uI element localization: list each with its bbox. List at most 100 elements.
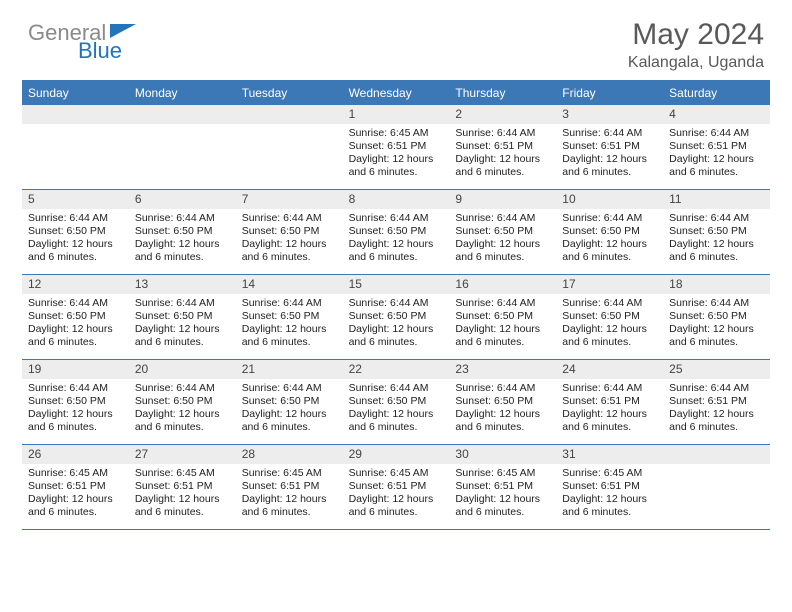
- day-content: Sunrise: 6:44 AMSunset: 6:50 PMDaylight:…: [236, 209, 343, 269]
- daylight-text: Daylight: 12 hours and 6 minutes.: [562, 153, 657, 179]
- day-number: 21: [236, 360, 343, 379]
- day-number: 11: [663, 190, 770, 209]
- sunset-text: Sunset: 6:51 PM: [242, 480, 337, 493]
- day-content: Sunrise: 6:44 AMSunset: 6:50 PMDaylight:…: [129, 294, 236, 354]
- sunset-text: Sunset: 6:51 PM: [562, 140, 657, 153]
- daylight-text: Daylight: 12 hours and 6 minutes.: [455, 323, 550, 349]
- day-content: Sunrise: 6:44 AMSunset: 6:51 PMDaylight:…: [663, 124, 770, 184]
- sunset-text: Sunset: 6:50 PM: [135, 395, 230, 408]
- day-cell-empty: [22, 105, 129, 189]
- day-number: [663, 445, 770, 464]
- day-number: 5: [22, 190, 129, 209]
- day-cell-23: 23Sunrise: 6:44 AMSunset: 6:50 PMDayligh…: [449, 360, 556, 444]
- sunrise-text: Sunrise: 6:44 AM: [562, 297, 657, 310]
- day-cell-2: 2Sunrise: 6:44 AMSunset: 6:51 PMDaylight…: [449, 105, 556, 189]
- day-number: [236, 105, 343, 124]
- day-content: Sunrise: 6:44 AMSunset: 6:50 PMDaylight:…: [343, 379, 450, 439]
- logo-icon: General Blue: [28, 18, 148, 60]
- day-cell-10: 10Sunrise: 6:44 AMSunset: 6:50 PMDayligh…: [556, 190, 663, 274]
- day-number: 8: [343, 190, 450, 209]
- day-cell-16: 16Sunrise: 6:44 AMSunset: 6:50 PMDayligh…: [449, 275, 556, 359]
- weekday-header-tuesday: Tuesday: [236, 82, 343, 105]
- daylight-text: Daylight: 12 hours and 6 minutes.: [135, 323, 230, 349]
- sunset-text: Sunset: 6:50 PM: [349, 395, 444, 408]
- sunrise-text: Sunrise: 6:45 AM: [455, 467, 550, 480]
- day-content: Sunrise: 6:44 AMSunset: 6:50 PMDaylight:…: [556, 294, 663, 354]
- day-content: Sunrise: 6:44 AMSunset: 6:50 PMDaylight:…: [449, 294, 556, 354]
- day-number: 10: [556, 190, 663, 209]
- sunset-text: Sunset: 6:50 PM: [349, 225, 444, 238]
- day-number: 4: [663, 105, 770, 124]
- day-content: Sunrise: 6:44 AMSunset: 6:51 PMDaylight:…: [663, 379, 770, 439]
- daylight-text: Daylight: 12 hours and 6 minutes.: [669, 238, 764, 264]
- sunset-text: Sunset: 6:50 PM: [349, 310, 444, 323]
- day-number: 14: [236, 275, 343, 294]
- sunset-text: Sunset: 6:50 PM: [455, 395, 550, 408]
- day-cell-29: 29Sunrise: 6:45 AMSunset: 6:51 PMDayligh…: [343, 445, 450, 529]
- day-cell-7: 7Sunrise: 6:44 AMSunset: 6:50 PMDaylight…: [236, 190, 343, 274]
- daylight-text: Daylight: 12 hours and 6 minutes.: [669, 323, 764, 349]
- day-number: 3: [556, 105, 663, 124]
- sunset-text: Sunset: 6:50 PM: [455, 310, 550, 323]
- day-cell-17: 17Sunrise: 6:44 AMSunset: 6:50 PMDayligh…: [556, 275, 663, 359]
- day-content: Sunrise: 6:44 AMSunset: 6:50 PMDaylight:…: [129, 379, 236, 439]
- day-cell-19: 19Sunrise: 6:44 AMSunset: 6:50 PMDayligh…: [22, 360, 129, 444]
- sunrise-text: Sunrise: 6:44 AM: [135, 382, 230, 395]
- day-content: Sunrise: 6:44 AMSunset: 6:50 PMDaylight:…: [129, 209, 236, 269]
- week-row: 26Sunrise: 6:45 AMSunset: 6:51 PMDayligh…: [22, 445, 770, 530]
- daylight-text: Daylight: 12 hours and 6 minutes.: [28, 493, 123, 519]
- day-cell-20: 20Sunrise: 6:44 AMSunset: 6:50 PMDayligh…: [129, 360, 236, 444]
- day-number: 9: [449, 190, 556, 209]
- sunset-text: Sunset: 6:51 PM: [455, 140, 550, 153]
- daylight-text: Daylight: 12 hours and 6 minutes.: [562, 408, 657, 434]
- daylight-text: Daylight: 12 hours and 6 minutes.: [242, 238, 337, 264]
- day-number: 20: [129, 360, 236, 379]
- day-cell-6: 6Sunrise: 6:44 AMSunset: 6:50 PMDaylight…: [129, 190, 236, 274]
- daylight-text: Daylight: 12 hours and 6 minutes.: [349, 408, 444, 434]
- day-number: 26: [22, 445, 129, 464]
- daylight-text: Daylight: 12 hours and 6 minutes.: [349, 238, 444, 264]
- day-cell-1: 1Sunrise: 6:45 AMSunset: 6:51 PMDaylight…: [343, 105, 450, 189]
- sunset-text: Sunset: 6:51 PM: [562, 395, 657, 408]
- sunrise-text: Sunrise: 6:44 AM: [242, 212, 337, 225]
- daylight-text: Daylight: 12 hours and 6 minutes.: [455, 238, 550, 264]
- daylight-text: Daylight: 12 hours and 6 minutes.: [349, 323, 444, 349]
- sunset-text: Sunset: 6:50 PM: [28, 395, 123, 408]
- day-cell-9: 9Sunrise: 6:44 AMSunset: 6:50 PMDaylight…: [449, 190, 556, 274]
- day-cell-27: 27Sunrise: 6:45 AMSunset: 6:51 PMDayligh…: [129, 445, 236, 529]
- day-number: 12: [22, 275, 129, 294]
- sunrise-text: Sunrise: 6:45 AM: [242, 467, 337, 480]
- sunrise-text: Sunrise: 6:44 AM: [562, 382, 657, 395]
- day-number: [22, 105, 129, 124]
- day-content: Sunrise: 6:44 AMSunset: 6:51 PMDaylight:…: [449, 124, 556, 184]
- day-number: 7: [236, 190, 343, 209]
- day-cell-12: 12Sunrise: 6:44 AMSunset: 6:50 PMDayligh…: [22, 275, 129, 359]
- day-cell-31: 31Sunrise: 6:45 AMSunset: 6:51 PMDayligh…: [556, 445, 663, 529]
- day-cell-30: 30Sunrise: 6:45 AMSunset: 6:51 PMDayligh…: [449, 445, 556, 529]
- day-cell-21: 21Sunrise: 6:44 AMSunset: 6:50 PMDayligh…: [236, 360, 343, 444]
- day-number: 29: [343, 445, 450, 464]
- day-number: 22: [343, 360, 450, 379]
- daylight-text: Daylight: 12 hours and 6 minutes.: [135, 238, 230, 264]
- day-content: Sunrise: 6:44 AMSunset: 6:50 PMDaylight:…: [449, 379, 556, 439]
- daylight-text: Daylight: 12 hours and 6 minutes.: [135, 493, 230, 519]
- sunset-text: Sunset: 6:51 PM: [562, 480, 657, 493]
- sunset-text: Sunset: 6:51 PM: [349, 480, 444, 493]
- location-label: Kalangala, Uganda: [628, 54, 764, 72]
- daylight-text: Daylight: 12 hours and 6 minutes.: [349, 493, 444, 519]
- week-row: 12Sunrise: 6:44 AMSunset: 6:50 PMDayligh…: [22, 275, 770, 360]
- sunrise-text: Sunrise: 6:44 AM: [28, 382, 123, 395]
- sunrise-text: Sunrise: 6:44 AM: [135, 297, 230, 310]
- day-number: 31: [556, 445, 663, 464]
- day-content: Sunrise: 6:44 AMSunset: 6:50 PMDaylight:…: [556, 209, 663, 269]
- daylight-text: Daylight: 12 hours and 6 minutes.: [455, 408, 550, 434]
- sunset-text: Sunset: 6:50 PM: [455, 225, 550, 238]
- sunrise-text: Sunrise: 6:44 AM: [349, 212, 444, 225]
- daylight-text: Daylight: 12 hours and 6 minutes.: [562, 323, 657, 349]
- sunrise-text: Sunrise: 6:44 AM: [28, 212, 123, 225]
- sunrise-text: Sunrise: 6:44 AM: [562, 127, 657, 140]
- day-content: Sunrise: 6:44 AMSunset: 6:50 PMDaylight:…: [449, 209, 556, 269]
- day-cell-11: 11Sunrise: 6:44 AMSunset: 6:50 PMDayligh…: [663, 190, 770, 274]
- sunset-text: Sunset: 6:50 PM: [28, 310, 123, 323]
- day-number: 16: [449, 275, 556, 294]
